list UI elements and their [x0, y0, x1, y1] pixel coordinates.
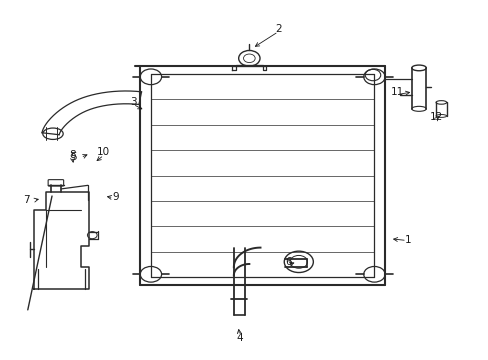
Text: 9: 9 [112, 192, 119, 202]
Text: 10: 10 [96, 147, 109, 157]
Text: 5: 5 [70, 152, 77, 162]
Text: 4: 4 [236, 333, 243, 343]
Text: 11: 11 [390, 87, 403, 97]
Text: 3: 3 [129, 97, 136, 107]
Text: 8: 8 [69, 150, 76, 160]
Text: 1: 1 [404, 235, 410, 246]
Text: 6: 6 [284, 257, 291, 267]
Text: 12: 12 [428, 112, 442, 122]
Text: 2: 2 [275, 24, 281, 34]
Text: 7: 7 [23, 194, 30, 204]
